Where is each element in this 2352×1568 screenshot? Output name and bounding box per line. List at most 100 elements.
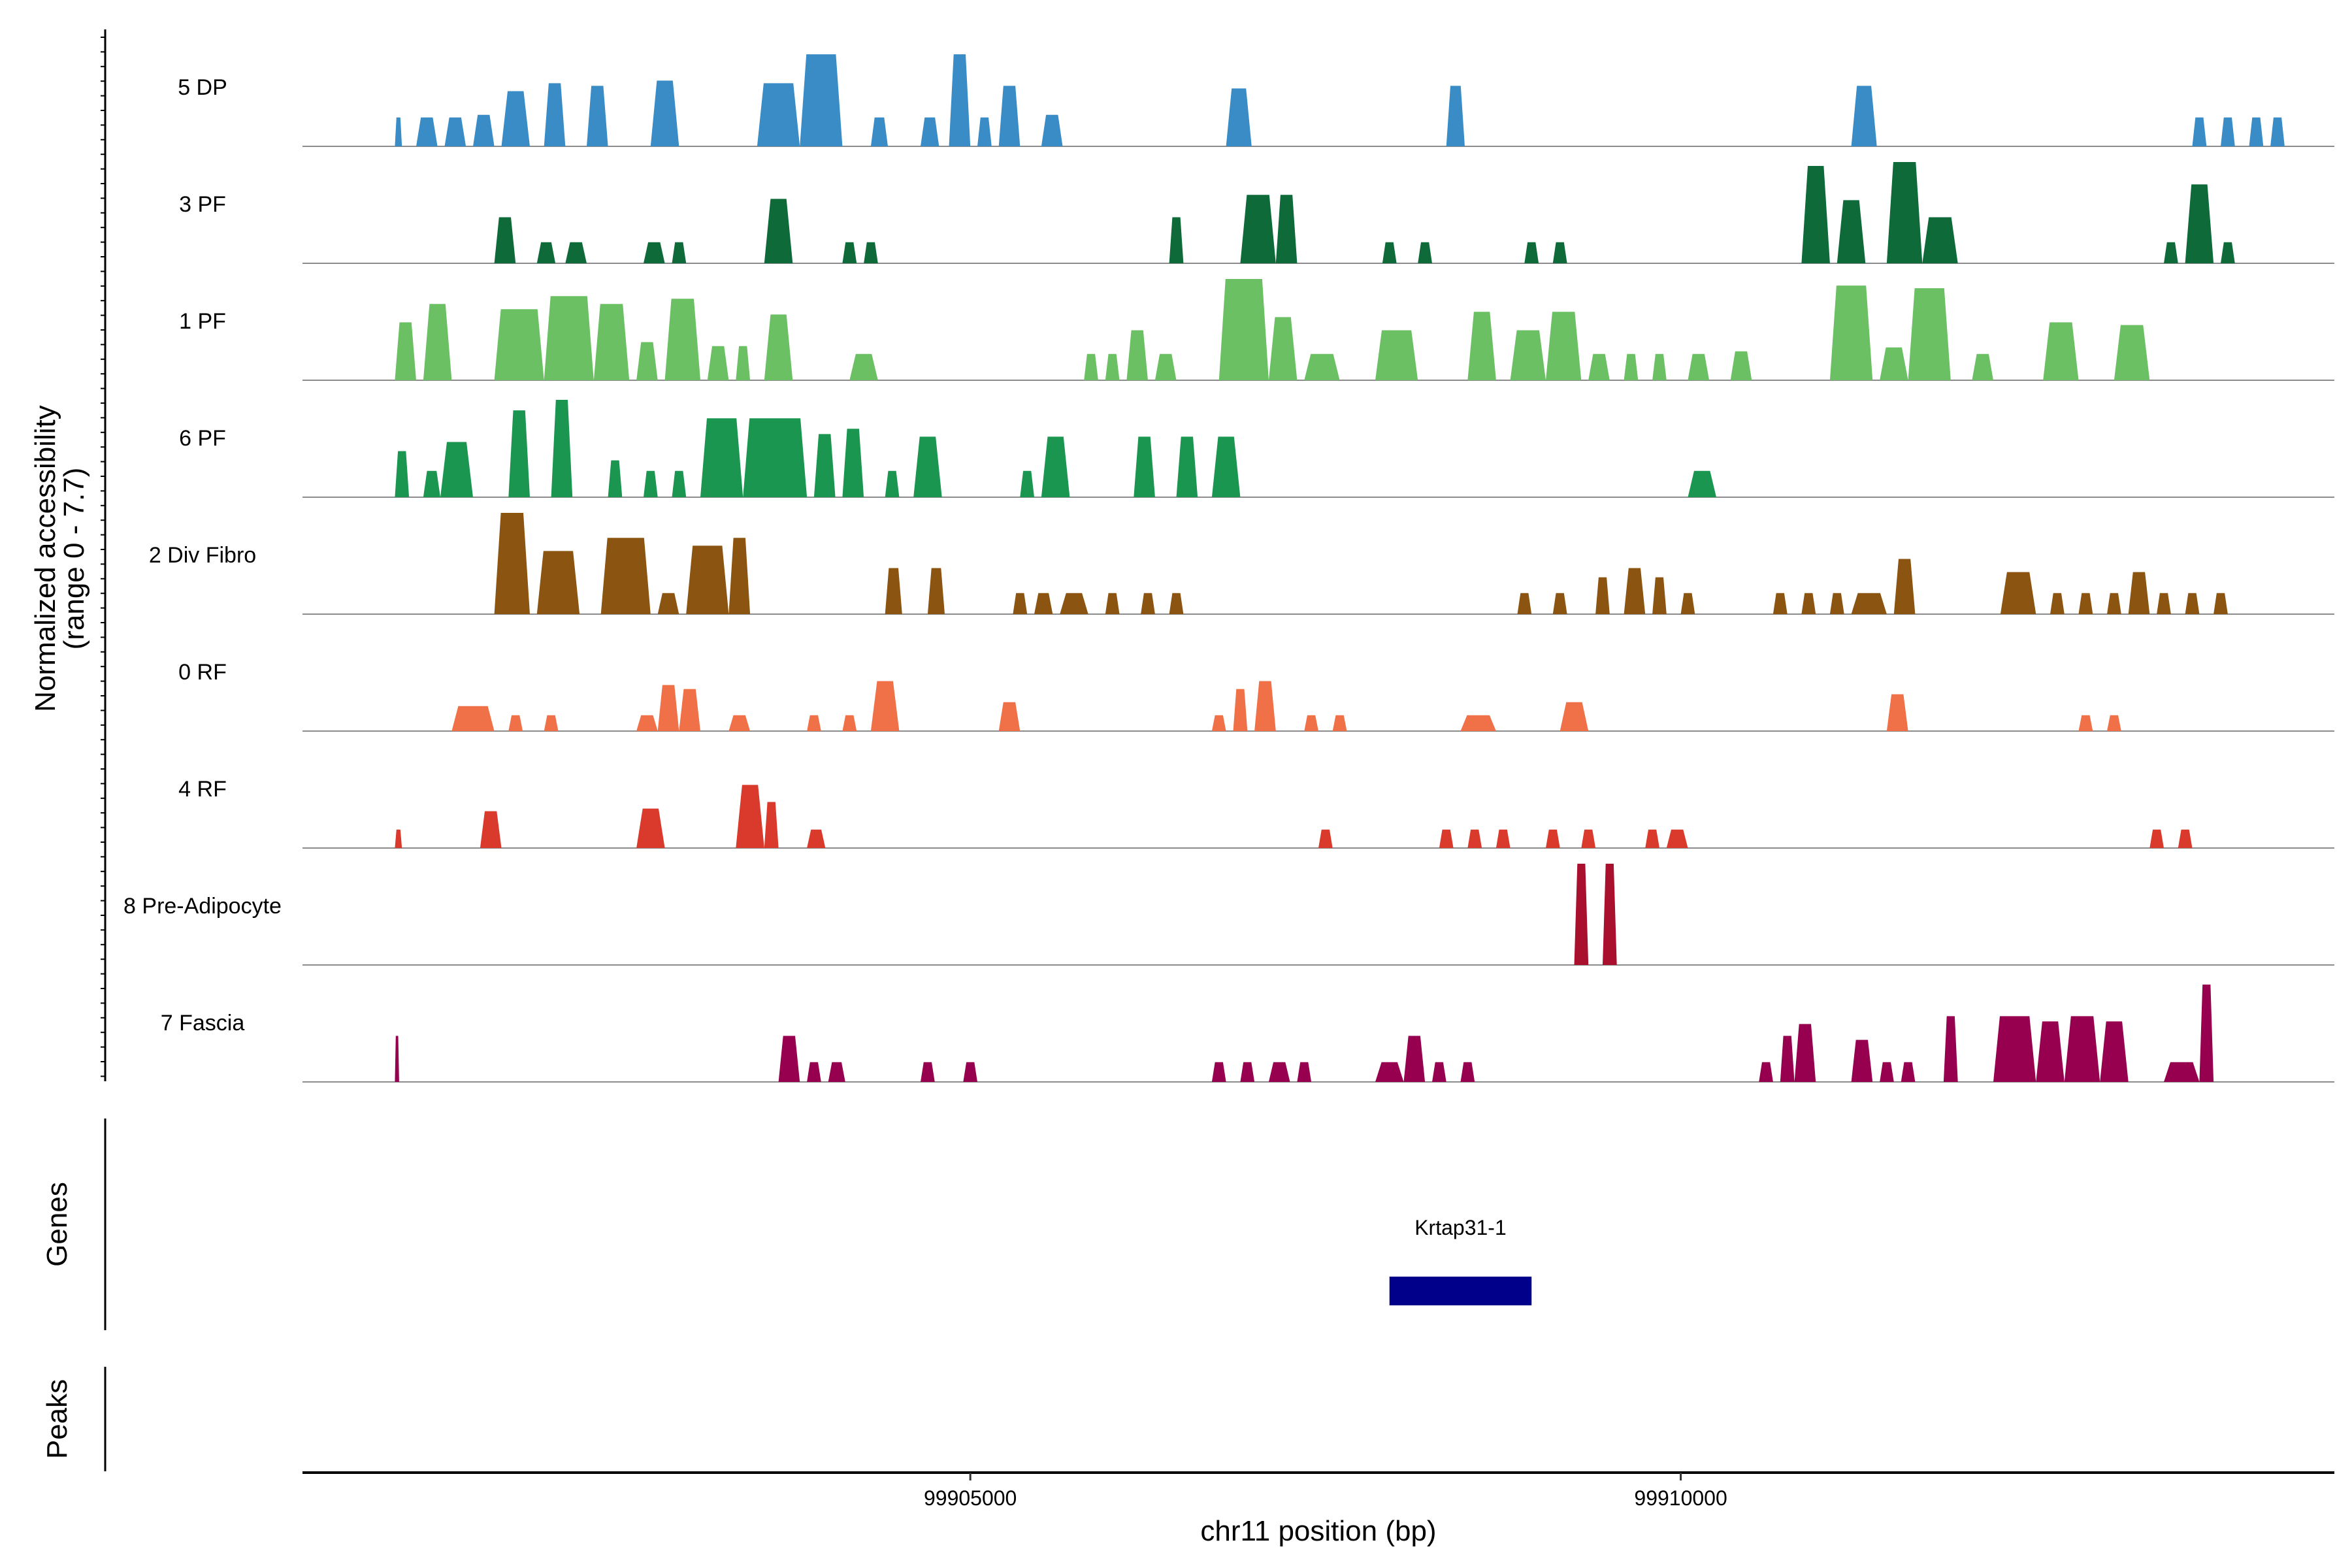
coverage-peak (1403, 1036, 1426, 1082)
track-label: 3 PF (179, 192, 226, 217)
track-label: 8 Pre-Adipocyte (123, 894, 282, 919)
coverage-peak (1432, 1062, 1446, 1082)
coverage-peak (807, 1062, 821, 1082)
coverage-peak (2178, 829, 2193, 848)
gene-label: Krtap31-1 (1414, 1216, 1507, 1239)
coverage-peak (800, 54, 843, 146)
track-label: 4 RF (178, 777, 227, 802)
coverage-peak (473, 114, 495, 146)
coverage-peak (664, 299, 700, 380)
coverage-peak (657, 593, 679, 614)
coverage-peak (864, 242, 878, 263)
coverage-peak (1084, 353, 1098, 380)
coverage-peak (842, 429, 864, 497)
coverage-peak (1375, 330, 1418, 380)
coverage-peak (828, 1062, 845, 1082)
y-axis-title: Normalized accessibility (29, 405, 61, 711)
coverage-peak (1581, 829, 1596, 848)
coverage-peak (1176, 436, 1198, 497)
coverage-peak (2157, 593, 2171, 614)
coverage-peak (1460, 715, 1496, 731)
coverage-peak (1595, 577, 1610, 614)
track: 1 PF (179, 279, 2334, 381)
track-label: 5 DP (178, 75, 227, 100)
coverage-peak (1688, 353, 1710, 380)
coverage-peak (921, 117, 939, 146)
coverage-peak (2164, 242, 2178, 263)
coverage-peak (998, 702, 1021, 731)
coverage-peak (1233, 689, 1248, 731)
coverage-peak (636, 342, 658, 380)
coverage-peak (1922, 217, 1958, 263)
coverage-peak (1546, 312, 1582, 380)
coverage-peak (1034, 593, 1053, 614)
coverage-peak (707, 346, 729, 380)
coverage-peak (1524, 242, 1539, 263)
y-axis-range-label: (range 0 - 7.7) (58, 468, 90, 650)
coverage-peak (1134, 436, 1155, 497)
peaks-panel-label: Peaks (41, 1379, 73, 1459)
coverage-peak (508, 715, 523, 731)
coverage-peak (2192, 117, 2207, 146)
coverage-peak (913, 436, 942, 497)
coverage-peak (736, 346, 751, 380)
track: 8 Pre-Adipocyte (123, 864, 2334, 966)
coverage-peak (870, 117, 888, 146)
coverage-peak (1226, 88, 1252, 146)
coverage-peak (2213, 593, 2228, 614)
coverage-peak (1211, 1062, 1226, 1082)
coverage-peak (1041, 436, 1070, 497)
coverage-peak (1418, 242, 1432, 263)
coverage-peak (764, 314, 793, 380)
coverage-peak (778, 1036, 800, 1082)
coverage-peak (644, 242, 665, 263)
coverage-peak (1801, 166, 1830, 263)
coverage-peak (998, 86, 1021, 146)
coverage-peak (927, 568, 945, 614)
coverage-peak (1275, 195, 1298, 263)
coverage-peak (2199, 985, 2214, 1082)
coverage-peak (2164, 1062, 2200, 1082)
coverage-peak (1332, 715, 1347, 731)
genes-track: Krtap31-1 (1389, 1216, 1532, 1305)
coverage-peak (1126, 330, 1148, 380)
coverage-peak (1886, 162, 1923, 263)
track-label: 0 RF (178, 660, 227, 685)
coverage-peak (1794, 1024, 1816, 1082)
accessibility-tracks: 5 DP 3 PF 1 PF 6 PF 2 Div Fibro 0 RF 4 RF 8 Pre… (123, 54, 2334, 1083)
coverage-peak (813, 434, 836, 497)
coverage-peak (395, 117, 402, 146)
coverage-peak (2036, 1021, 2065, 1082)
coverage-peak (395, 829, 402, 848)
coverage-peak (1169, 217, 1184, 263)
coverage-peak (1240, 1062, 1255, 1082)
coverage-peak (807, 715, 821, 731)
coverage-peak (650, 80, 679, 146)
coverage-peak (1460, 1062, 1475, 1082)
coverage-peak (1886, 694, 1908, 731)
coverage-peak (536, 242, 556, 263)
coverage-peak (842, 715, 857, 731)
coverage-peak (1254, 681, 1276, 731)
coverage-peak (1680, 593, 1695, 614)
coverage-peak (2270, 117, 2285, 146)
coverage-peak (1041, 114, 1063, 146)
coverage-peak (1772, 593, 1788, 614)
coverage-peak (1652, 577, 1667, 614)
coverage-peak (508, 410, 530, 497)
coverage-peak (1446, 86, 1465, 146)
coverage-peak (2078, 715, 2093, 731)
coverage-peak (1318, 829, 1333, 848)
coverage-peak (1972, 353, 1993, 380)
coverage-peak (1154, 353, 1177, 380)
coverage-peak (440, 442, 473, 497)
coverage-peak (565, 242, 587, 263)
coverage-peak (679, 689, 700, 731)
coverage-peak (842, 242, 857, 263)
coverage-peak (544, 83, 566, 146)
coverage-peak (494, 513, 530, 614)
coverage-peak (544, 296, 594, 380)
track: 7 Fascia (161, 985, 2334, 1083)
track-label: 1 PF (179, 309, 226, 334)
